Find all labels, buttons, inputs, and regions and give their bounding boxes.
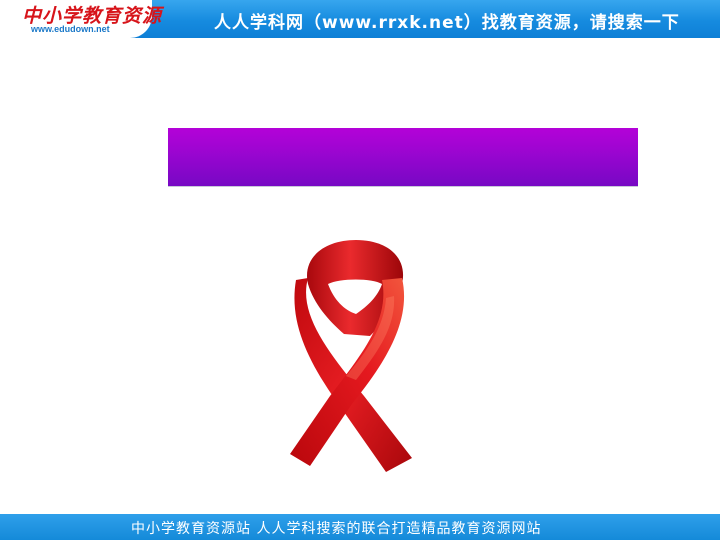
ribbon-front-strand (290, 278, 405, 466)
ribbon-back-strand (294, 278, 412, 472)
logo-url: www.edudown.net (31, 24, 110, 34)
red-ribbon-icon (290, 240, 412, 472)
footer-text: 中小学教育资源站 人人学科搜索的联合打造精品教育资源网站 (131, 521, 542, 537)
ribbon-loop (307, 240, 404, 336)
slide-title-bar (168, 128, 638, 187)
header-slogan: 人人学科网（www.rrxk.net）找教育资源，请搜索一下 (214, 13, 680, 33)
site-logo[interactable]: 中小学教育资源 www.edudown.net (0, 0, 161, 38)
top-banner: 中小学教育资源 www.edudown.net 人人学科网（www.rrxk.n… (0, 0, 720, 38)
bottom-banner: 中小学教育资源站 人人学科搜索的联合打造精品教育资源网站 (0, 514, 720, 540)
logo-title: 中小学教育资源 (22, 5, 163, 27)
ribbon-highlight (346, 296, 395, 380)
